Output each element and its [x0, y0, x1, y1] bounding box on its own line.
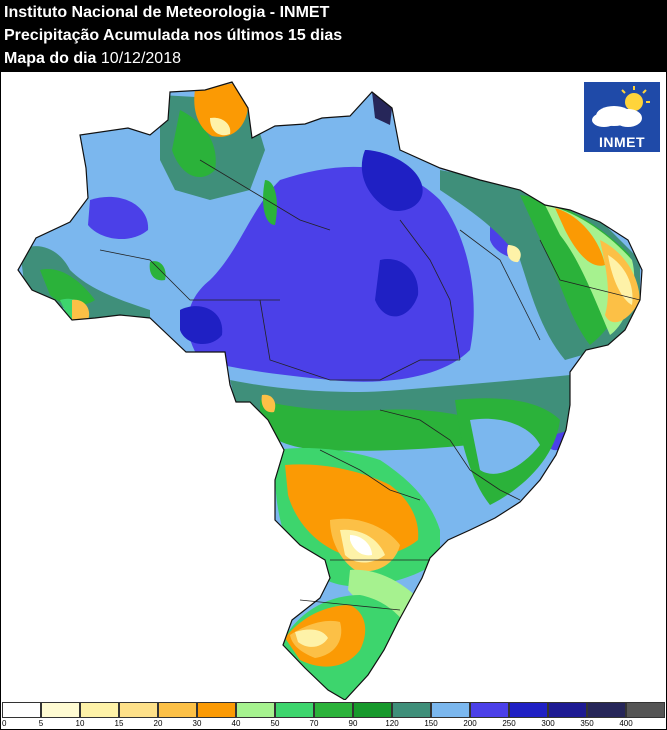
map-date: 10/12/2018 [100, 50, 181, 67]
precipitation-map [17, 81, 643, 700]
legend-tick-label: 0 [2, 719, 7, 728]
legend-swatch [626, 702, 665, 718]
legend-swatch [587, 702, 626, 718]
legend-tick-label: 120 [385, 719, 399, 728]
legend-tick-label: 40 [231, 719, 241, 728]
state-borders [99, 159, 641, 611]
legend-tick-label: 200 [463, 719, 477, 728]
header-bar: Instituto Nacional de Meteorologia - INM… [0, 0, 667, 72]
precip-field [18, 82, 642, 700]
map-date-line: Mapa do dia 10/12/2018 [4, 50, 181, 68]
legend-tick-label: 300 [541, 719, 555, 728]
map-subtitle: Precipitação Acumulada nos últimos 15 di… [4, 27, 343, 44]
logo-text: INMET [598, 134, 646, 150]
legend-swatch [470, 702, 509, 718]
legend-swatch [353, 702, 392, 718]
map-date-prefix: Mapa do dia [4, 50, 101, 67]
inmet-logo: INMET [584, 82, 660, 152]
institute-title: Instituto Nacional de Meteorologia - INM… [4, 4, 330, 21]
legend-tick-label: 350 [580, 719, 594, 728]
legend-tick-label: 30 [192, 719, 202, 728]
legend-tick-label: 15 [114, 719, 124, 728]
precip-legend: 0 5 10 15 20 30 40 50 70 90 120 150 200 250 300 350 400 [0, 702, 667, 730]
legend-swatch [158, 702, 197, 718]
legend-tick-label: 90 [348, 719, 358, 728]
legend-swatch [548, 702, 587, 718]
sun-cloud-icon [592, 86, 650, 127]
legend-tick-label: 400 [619, 719, 633, 728]
legend-swatch [236, 702, 275, 718]
legend-tick-label: 250 [502, 719, 516, 728]
legend-tick-label: 150 [424, 719, 438, 728]
legend-swatch [314, 702, 353, 718]
legend-swatch [41, 702, 80, 718]
legend-swatch [275, 702, 314, 718]
legend-swatch [80, 702, 119, 718]
legend-swatch [2, 702, 41, 718]
legend-tick-label: 10 [75, 719, 85, 728]
legend-swatch [509, 702, 548, 718]
legend-tick-label: 70 [309, 719, 319, 728]
legend-tick-label: 5 [38, 719, 44, 728]
legend-swatch [197, 702, 236, 718]
legend-swatch [392, 702, 431, 718]
legend-swatch [119, 702, 158, 718]
legend-tick-label: 20 [153, 719, 163, 728]
legend-swatch [431, 702, 470, 718]
legend-tick-label: 50 [270, 719, 280, 728]
